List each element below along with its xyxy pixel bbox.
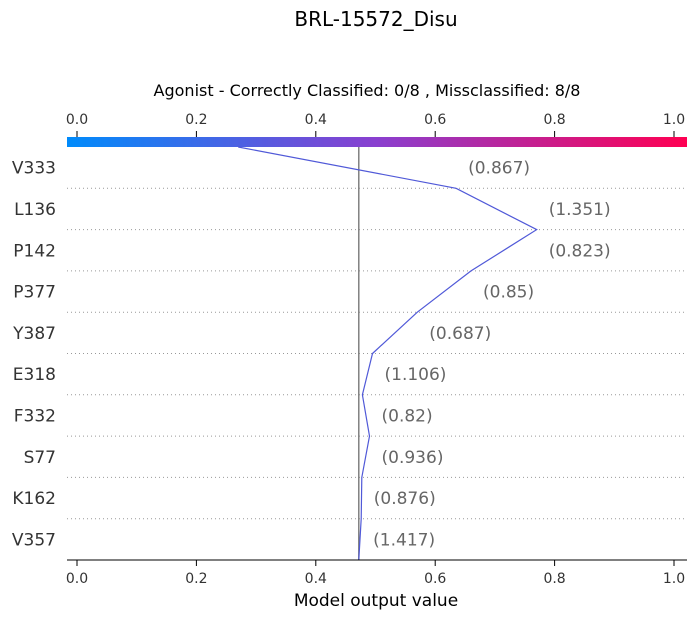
bottom-axis-ticks: 0.0 0.2 0.4 0.6 0.8 1.0 bbox=[66, 560, 685, 587]
top-tick-label: 1.0 bbox=[663, 112, 685, 128]
feature-label: V333 bbox=[12, 159, 56, 179]
top-tick-label: 0.8 bbox=[543, 112, 565, 128]
feature-value-label: (1.417) bbox=[373, 530, 435, 550]
feature-value-label: (0.876) bbox=[374, 489, 436, 509]
feature-label: P377 bbox=[13, 283, 56, 303]
feature-value-label: (1.351) bbox=[549, 200, 611, 220]
feature-label: Y387 bbox=[12, 324, 56, 344]
top-tick-label: 0.2 bbox=[185, 112, 207, 128]
feature-label: V357 bbox=[12, 530, 56, 550]
feature-value-label: (0.687) bbox=[429, 324, 491, 344]
decision-path-line bbox=[238, 146, 538, 561]
feature-label: F332 bbox=[14, 406, 56, 426]
row-gridlines bbox=[67, 187, 687, 520]
feature-value-label: (1.106) bbox=[385, 365, 447, 385]
top-tick-label: 0.6 bbox=[424, 112, 446, 128]
feature-value-label: (0.823) bbox=[549, 241, 611, 261]
bottom-tick-label: 0.0 bbox=[66, 571, 88, 587]
bottom-tick-label: 0.6 bbox=[424, 571, 446, 587]
bottom-tick-label: 0.4 bbox=[305, 571, 327, 587]
chart-subtitle: Agonist - Correctly Classified: 0/8 , Mi… bbox=[154, 81, 581, 100]
feature-value-label: (0.85) bbox=[483, 283, 534, 303]
feature-label: E318 bbox=[13, 365, 56, 385]
bottom-tick-label: 0.8 bbox=[543, 571, 565, 587]
chart-title: BRL-15572_Disu bbox=[294, 7, 457, 31]
feature-value-label: (0.82) bbox=[382, 406, 433, 426]
top-axis-ticks: 0.0 0.2 0.4 0.6 0.8 1.0 bbox=[66, 112, 685, 137]
x-axis-label: Model output value bbox=[294, 591, 458, 611]
feature-label: S77 bbox=[24, 448, 56, 468]
feature-label: K162 bbox=[12, 489, 56, 509]
top-tick-label: 0.0 bbox=[66, 112, 88, 128]
colorbar bbox=[67, 137, 687, 147]
feature-value-labels: (0.867) (1.351) (0.823) (0.85) (0.687) (1.106… bbox=[373, 159, 610, 551]
top-tick-label: 0.4 bbox=[305, 112, 327, 128]
feature-label: P142 bbox=[13, 241, 56, 261]
feature-label: L136 bbox=[14, 200, 56, 220]
feature-labels: V333 L136 P142 P377 Y387 E318 F332 S77 K162 V357 bbox=[12, 159, 56, 551]
bottom-tick-label: 1.0 bbox=[663, 571, 685, 587]
bottom-tick-label: 0.2 bbox=[185, 571, 207, 587]
feature-value-label: (0.936) bbox=[382, 448, 444, 468]
feature-value-label: (0.867) bbox=[468, 159, 530, 179]
